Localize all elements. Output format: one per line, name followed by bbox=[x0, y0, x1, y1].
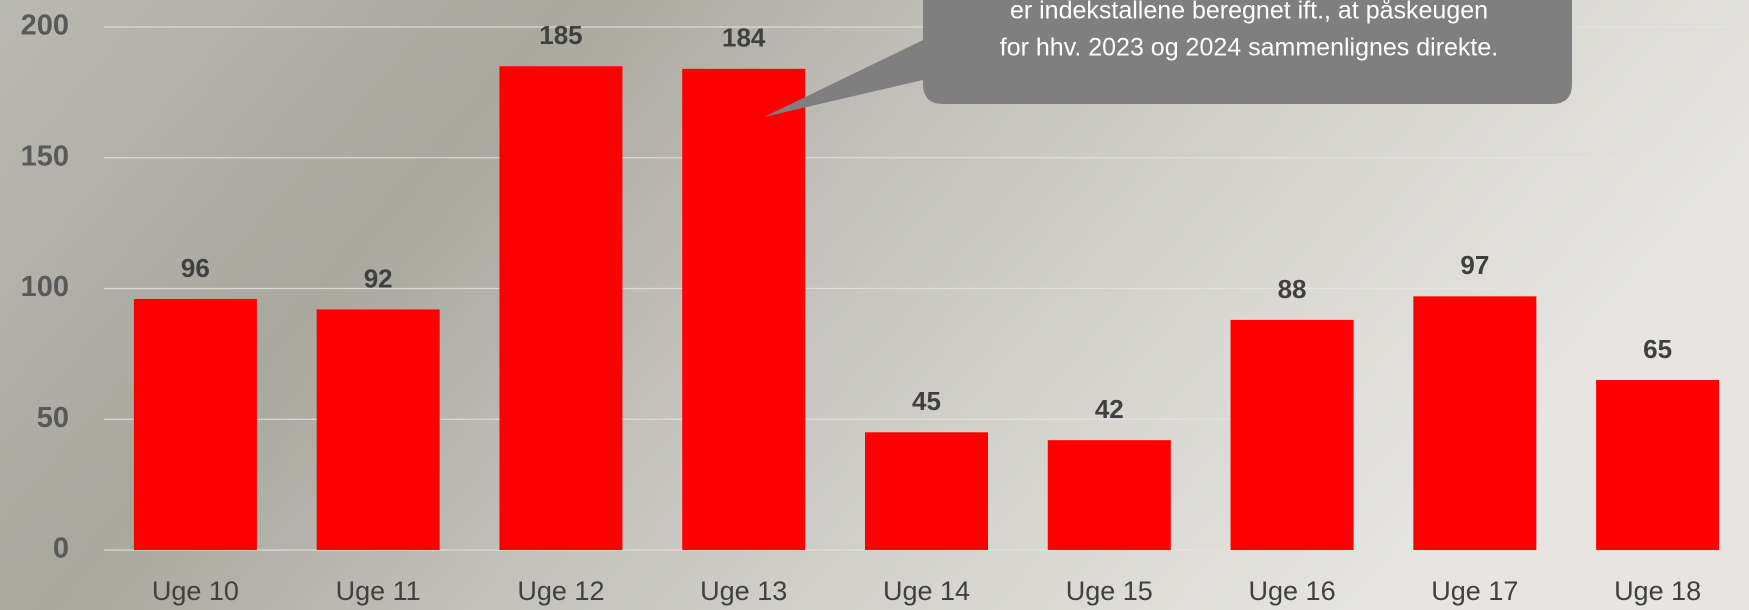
bar bbox=[1413, 296, 1536, 550]
x-tick-label: Uge 10 bbox=[152, 576, 239, 606]
callout-text: for hhv. 2023 og 2024 sammenlignes direk… bbox=[1000, 34, 1498, 62]
x-tick-label: Uge 14 bbox=[883, 576, 970, 606]
y-tick-label: 100 bbox=[21, 271, 69, 303]
value-label: 185 bbox=[539, 20, 582, 50]
x-tick-label: Uge 16 bbox=[1249, 576, 1336, 606]
value-label: 92 bbox=[364, 263, 393, 293]
x-tick-label: Uge 18 bbox=[1614, 576, 1701, 606]
bar bbox=[682, 69, 805, 550]
bar bbox=[865, 432, 988, 550]
value-label: 88 bbox=[1278, 274, 1307, 304]
x-tick-label: Uge 15 bbox=[1066, 576, 1153, 606]
y-tick-label: 150 bbox=[21, 140, 69, 172]
y-tick-label: 200 bbox=[21, 10, 69, 42]
bar bbox=[1048, 440, 1171, 550]
value-label: 96 bbox=[181, 253, 210, 283]
bar bbox=[134, 299, 257, 550]
value-label: 42 bbox=[1095, 394, 1124, 424]
x-tick-label: Uge 13 bbox=[700, 576, 787, 606]
callout-text: er indekstallene beregnet ift., at påske… bbox=[1010, 0, 1488, 25]
y-tick-label: 50 bbox=[37, 402, 69, 434]
value-label: 97 bbox=[1460, 250, 1489, 280]
bar bbox=[1231, 320, 1354, 550]
y-tick-label: 0 bbox=[53, 533, 69, 565]
bar bbox=[317, 309, 440, 550]
value-label: 184 bbox=[722, 23, 766, 53]
x-tick-label: Uge 11 bbox=[336, 576, 421, 606]
value-label: 45 bbox=[912, 386, 941, 416]
bar bbox=[1596, 380, 1719, 550]
value-label: 65 bbox=[1643, 334, 1672, 364]
bar bbox=[499, 66, 622, 550]
x-tick-label: Uge 17 bbox=[1431, 576, 1518, 606]
x-tick-label: Uge 12 bbox=[517, 576, 604, 606]
chart: 0 50 100 150 200 Uge 10 96 Uge 11 92 Uge 12 185 Ug… bbox=[0, 0, 1749, 610]
